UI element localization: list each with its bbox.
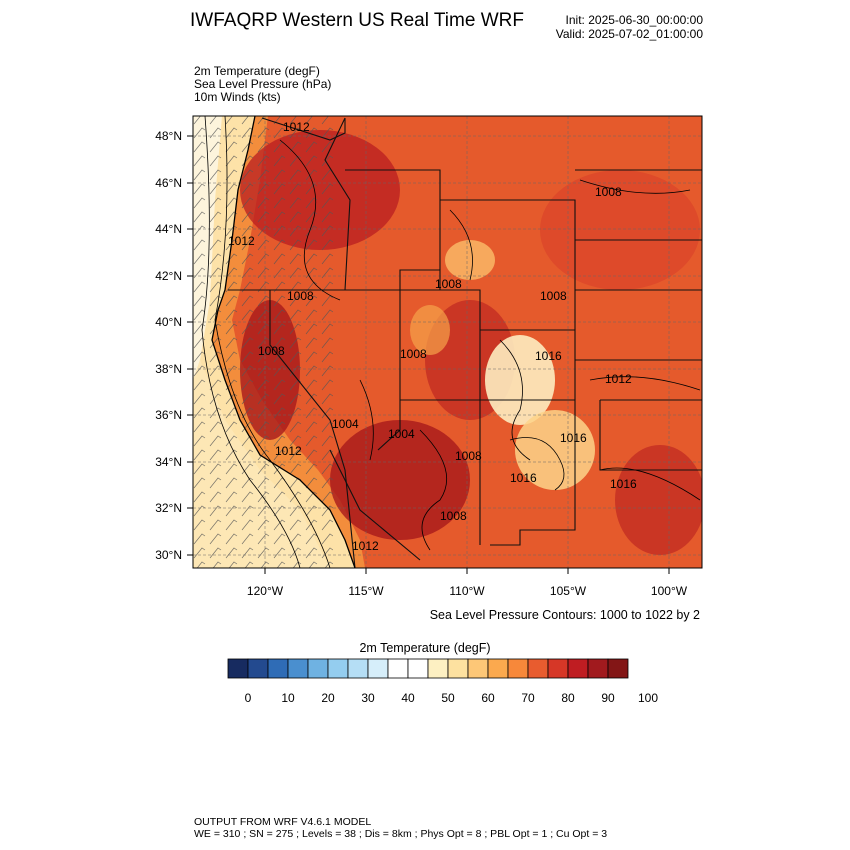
colorbar-swatch — [347, 658, 369, 679]
lon-label: 100°W — [651, 584, 688, 598]
pressure-label: 1008 — [435, 277, 462, 291]
warm-region-dakotas — [540, 170, 700, 290]
wind-barbs — [193, 116, 333, 568]
colorbar-swatch — [547, 658, 569, 679]
colorbar-ticks: 0 10 20 30 40 50 60 70 80 90 100 — [245, 691, 659, 705]
lat-label: 40°N — [155, 315, 182, 329]
hot-region-texas — [615, 445, 702, 555]
colorbar-tick-label: 10 — [281, 691, 295, 705]
cool-region-wyoming — [445, 240, 495, 280]
lat-label: 36°N — [155, 408, 182, 422]
lon-labels: 120°W 115°W 110°W 105°W 100°W — [247, 584, 688, 598]
colorbar-tick-label: 80 — [561, 691, 575, 705]
lat-label: 34°N — [155, 455, 182, 469]
colorbar-swatch — [607, 658, 629, 679]
init-time: Init: 2025-06-30_00:00:00 — [565, 13, 703, 27]
lat-label: 46°N — [155, 176, 182, 190]
lon-label: 105°W — [550, 584, 587, 598]
footer-model: OUTPUT FROM WRF V4.6.1 MODEL — [194, 816, 372, 828]
lat-label: 44°N — [155, 222, 182, 236]
lat-label: 30°N — [155, 548, 182, 562]
colorbar — [227, 658, 629, 679]
colorbar-tick-label: 30 — [361, 691, 375, 705]
pressure-label: 1016 — [535, 349, 562, 363]
pressure-label: 1016 — [610, 477, 637, 491]
colorbar-swatch — [487, 658, 509, 679]
pressure-label: 1008 — [258, 344, 285, 358]
lon-label: 120°W — [247, 584, 284, 598]
lat-label: 38°N — [155, 362, 182, 376]
colorbar-swatch — [367, 658, 389, 679]
pressure-label: 1016 — [560, 431, 587, 445]
pressure-label: 1008 — [287, 289, 314, 303]
pressure-label: 1008 — [595, 185, 622, 199]
colorbar-tick-label: 0 — [245, 691, 252, 705]
colorbar-tick-label: 90 — [601, 691, 615, 705]
colorbar-tick-label: 60 — [481, 691, 495, 705]
valid-time: Valid: 2025-07-02_01:00:00 — [555, 27, 703, 41]
colorbar-tick-label: 70 — [521, 691, 535, 705]
colorbar-tick-label: 40 — [401, 691, 415, 705]
colorbar-swatch — [407, 658, 429, 679]
chart-title: IWFAQRP Western US Real Time WRF — [190, 10, 524, 31]
lat-label: 42°N — [155, 269, 182, 283]
colorbar-tick-label: 20 — [321, 691, 335, 705]
lon-label: 115°W — [348, 584, 384, 598]
colorbar-swatch — [587, 658, 609, 679]
contour-note: Sea Level Pressure Contours: 1000 to 102… — [429, 608, 700, 622]
colorbar-swatch — [447, 658, 469, 679]
pressure-label: 1012 — [605, 372, 632, 386]
colorbar-tick-label: 50 — [441, 691, 455, 705]
colorbar-swatch — [467, 658, 489, 679]
map-frame — [192, 115, 703, 569]
colorbar-swatch — [267, 658, 289, 679]
field-winds: 10m Winds (kts) — [194, 90, 281, 104]
colorbar-swatch — [387, 658, 409, 679]
lat-label: 32°N — [155, 501, 182, 515]
lon-label: 110°W — [449, 584, 485, 598]
field-temperature: 2m Temperature (degF) — [194, 64, 320, 78]
pressure-label: 1008 — [455, 449, 482, 463]
colorbar-swatch — [507, 658, 529, 679]
colorbar-swatch — [287, 658, 309, 679]
colorbar-swatch — [247, 658, 269, 679]
field-list: 2m Temperature (degF) Sea Level Pressure… — [194, 65, 331, 104]
pressure-label: 1012 — [275, 444, 302, 458]
colorbar-swatch — [307, 658, 329, 679]
graticule — [193, 116, 702, 568]
cool-region-utah — [410, 305, 450, 355]
coastline — [211, 116, 356, 568]
pressure-label: 1016 — [510, 471, 537, 485]
colorbar-swatch — [327, 658, 349, 679]
model-footer: OUTPUT FROM WRF V4.6.1 MODEL WE = 310 ; … — [194, 816, 607, 840]
pressure-label: 1008 — [400, 347, 427, 361]
footer-config: WE = 310 ; SN = 275 ; Levels = 38 ; Dis … — [194, 828, 608, 840]
pressure-contours — [201, 116, 701, 568]
pressure-label-group: 1012 1012 1012 1012 1008 1008 1008 1008 … — [228, 120, 637, 553]
colorbar-swatch — [527, 658, 549, 679]
pressure-label: 1012 — [352, 539, 379, 553]
pressure-label: 1012 — [283, 120, 310, 134]
hot-region-desert — [330, 420, 470, 540]
pressure-label: 1004 — [332, 417, 359, 431]
pressure-label: 1008 — [440, 509, 467, 523]
lat-label: 48°N — [155, 129, 182, 143]
model-times: Init: 2025-06-30_00:00:00 Valid: 2025-07… — [556, 13, 703, 41]
colorbar-swatch — [427, 658, 449, 679]
colorbar-title: 2m Temperature (degF) — [359, 641, 491, 655]
colorbar-swatch — [567, 658, 589, 679]
lat-labels: 48°N 46°N 44°N 42°N 40°N 38°N 36°N 34°N … — [155, 129, 182, 562]
colorbar-swatch — [227, 658, 249, 679]
pressure-label: 1004 — [388, 427, 415, 441]
axis-ticks — [187, 135, 670, 574]
pressure-label: 1008 — [540, 289, 567, 303]
pressure-label: 1012 — [228, 234, 255, 248]
colorbar-tick-label: 100 — [638, 691, 658, 705]
map-plot-area: 1012 1012 1012 1012 1008 1008 1008 1008 … — [193, 116, 702, 568]
cool-region-colorado — [485, 335, 555, 425]
field-pressure: Sea Level Pressure (hPa) — [194, 77, 332, 91]
